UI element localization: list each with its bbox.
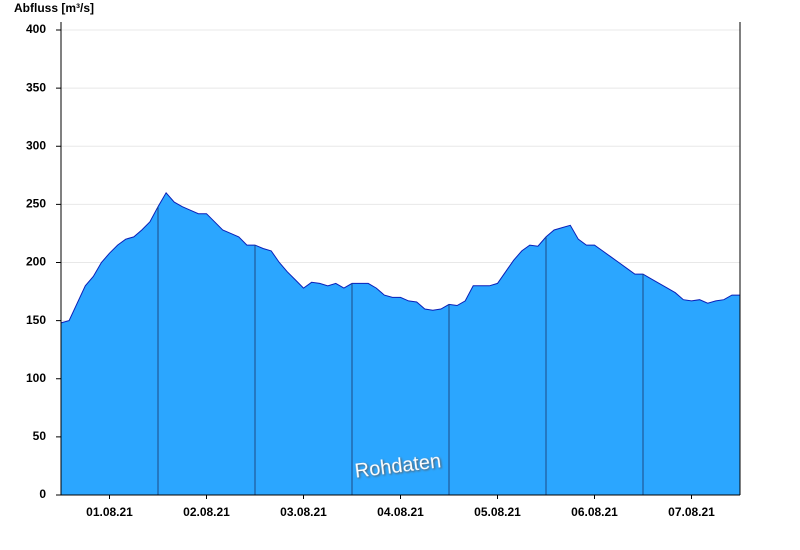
x-tick-label: 06.08.21 <box>571 505 618 519</box>
area <box>61 192 740 496</box>
y-tick-label: 400 <box>26 22 46 36</box>
y-tick-label: 350 <box>26 80 46 94</box>
x-tick-label: 03.08.21 <box>280 505 327 519</box>
x-tick-label: 07.08.21 <box>668 505 715 519</box>
y-tick-label: 200 <box>26 255 46 269</box>
y-tick-label: 100 <box>26 371 46 385</box>
y-tick-label: 300 <box>26 138 46 152</box>
y-tick-label: 150 <box>26 313 46 327</box>
x-tick-label: 04.08.21 <box>377 505 424 519</box>
x-tick-label: 05.08.21 <box>474 505 521 519</box>
y-tick-label: 0 <box>39 487 46 501</box>
x-tick-label: 02.08.21 <box>183 505 230 519</box>
y-tick-label: 50 <box>33 429 47 443</box>
y-tick-label: 250 <box>26 197 46 211</box>
y-axis-label: Abfluss [m³/s] <box>14 1 94 15</box>
area-line <box>60 191 740 324</box>
x-tick-label: 01.08.21 <box>86 505 133 519</box>
